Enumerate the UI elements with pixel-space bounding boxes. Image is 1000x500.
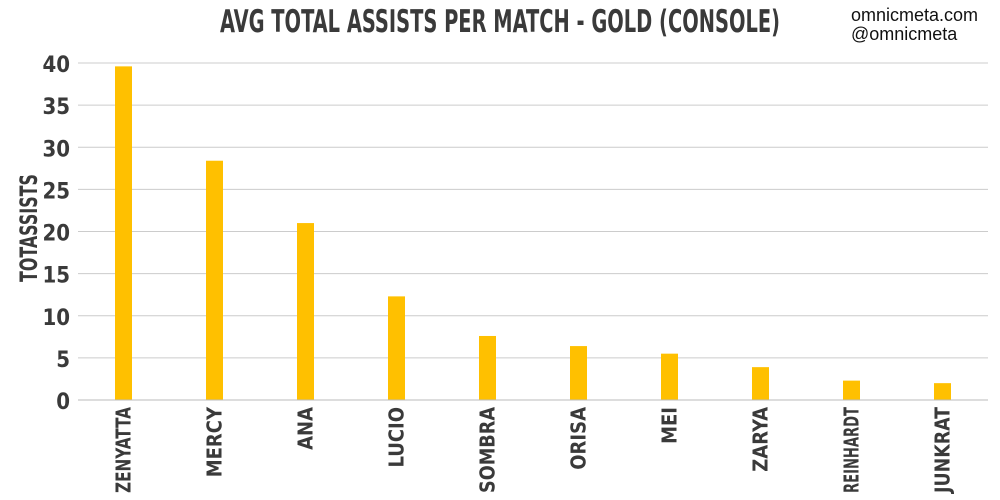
y-tick-label: 30 <box>42 137 70 162</box>
x-axis-ticks: ZENYATTA MERCY ANA LUCIO SOMBRA ORISA MEI ZARYA… <box>112 406 955 494</box>
x-tick-label: SOMBRA <box>476 407 500 493</box>
bars <box>115 66 951 401</box>
attribution-site: omnicmeta.com <box>851 5 979 25</box>
bar-zarya <box>752 367 769 400</box>
y-tick-label: 35 <box>42 95 70 120</box>
y-tick-label: 20 <box>42 222 70 247</box>
x-tick-label: ZENYATTA <box>112 407 136 493</box>
y-tick-label: 0 <box>56 390 70 415</box>
x-tick-label: MERCY <box>203 406 227 477</box>
bar-lucio <box>388 296 405 400</box>
y-tick-label: 15 <box>42 264 70 289</box>
y-axis-label: TOTASSISTS <box>15 174 43 282</box>
x-tick-label: ORISA <box>567 407 591 470</box>
bar-mei <box>661 353 678 400</box>
gridlines <box>78 62 988 359</box>
y-tick-label: 40 <box>42 53 70 78</box>
bar-junkrat <box>934 383 951 400</box>
y-axis-ticks: 0 5 10 15 20 25 30 35 40 <box>42 53 70 415</box>
bar-reinhardt <box>843 380 860 400</box>
x-tick-label: ANA <box>294 407 318 450</box>
bar-ana <box>297 223 314 400</box>
bar-mercy <box>206 160 223 400</box>
y-tick-label: 10 <box>42 306 70 331</box>
x-tick-label: ZARYA <box>749 407 773 472</box>
y-tick-label: 25 <box>42 179 70 204</box>
x-tick-label: JUNKRAT <box>931 406 955 494</box>
x-tick-label: LUCIO <box>385 407 409 468</box>
y-tick-label: 5 <box>56 348 70 373</box>
x-tick-label: REINHARDT <box>840 406 864 493</box>
bar-zenyatta <box>115 66 132 401</box>
attribution-handle: @omnicmeta <box>851 24 958 44</box>
bar-sombra <box>479 335 496 400</box>
x-tick-label: MEI <box>658 407 682 444</box>
bar-orisa <box>570 346 587 400</box>
chart-title: AVG TOTAL ASSISTS PER MATCH - GOLD (CONS… <box>220 4 780 40</box>
